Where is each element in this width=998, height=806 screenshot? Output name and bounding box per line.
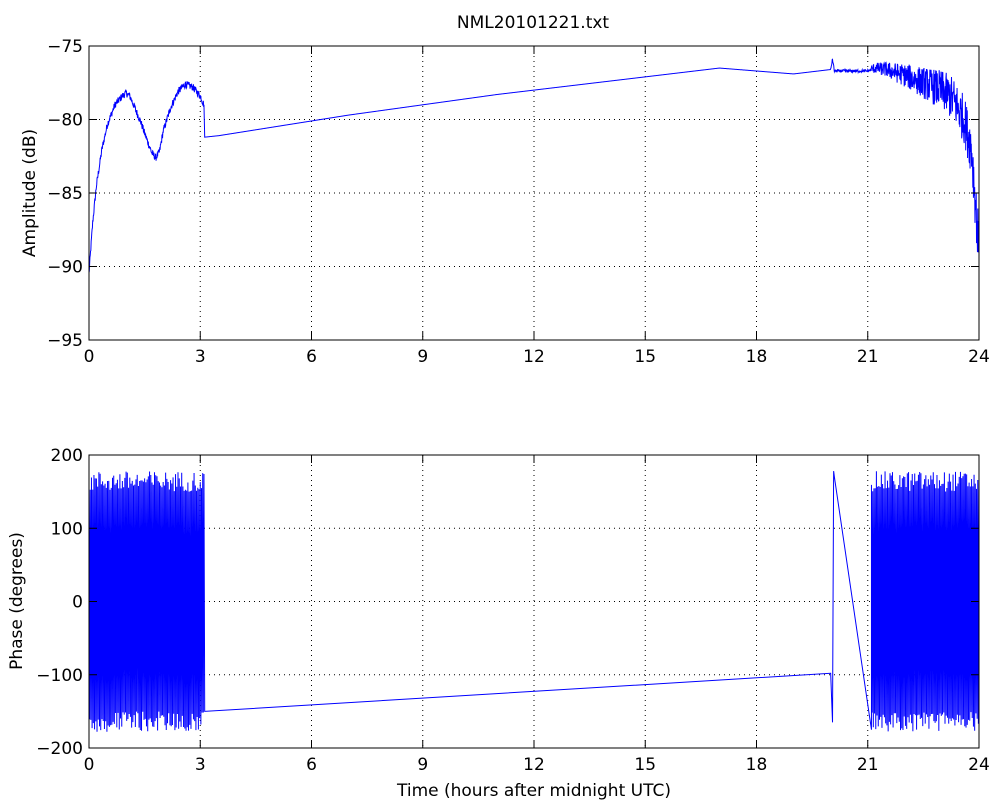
amplitude-grid xyxy=(89,46,979,340)
y-tick-label: −75 xyxy=(47,37,83,57)
amplitude-ticks: 0 3 6 9 12 15 18 21 24 −95 −90 −85 −80 −75 xyxy=(47,37,990,367)
phase-series-line xyxy=(88,471,980,732)
phase-series-group xyxy=(88,471,980,732)
y-tick-label: −80 xyxy=(47,111,83,131)
x-tick-label: 9 xyxy=(417,755,428,775)
amplitude-series-group xyxy=(88,58,980,273)
phase-ticks: 0 3 6 9 12 15 18 21 24 −200 −100 0 100 200 xyxy=(36,446,990,775)
x-tick-label: 24 xyxy=(968,347,990,367)
y-tick-label: −200 xyxy=(36,739,83,759)
phase-xlabel: Time (hours after midnight UTC) xyxy=(396,781,671,801)
x-tick-label: 18 xyxy=(746,755,768,775)
figure-title: NML20101221.txt xyxy=(457,13,610,33)
y-tick-label: −90 xyxy=(47,258,83,278)
amplitude-series-line xyxy=(88,58,980,273)
y-tick-label: −100 xyxy=(36,666,83,686)
amplitude-ylabel: Amplitude (dB) xyxy=(20,129,40,257)
y-tick-label: −85 xyxy=(47,184,83,204)
x-tick-label: 15 xyxy=(634,755,656,775)
x-tick-label: 9 xyxy=(417,347,428,367)
x-tick-label: 6 xyxy=(306,755,317,775)
amplitude-axes: 0 3 6 9 12 15 18 21 24 −95 −90 −85 −80 −75 Amplitude … xyxy=(20,37,990,367)
x-tick-label: 0 xyxy=(84,755,95,775)
x-tick-label: 21 xyxy=(857,347,879,367)
y-tick-label: 100 xyxy=(51,519,83,539)
x-tick-label: 24 xyxy=(968,755,990,775)
x-tick-label: 3 xyxy=(195,755,206,775)
x-tick-label: 15 xyxy=(634,347,656,367)
y-tick-label: 200 xyxy=(51,446,83,466)
x-tick-label: 6 xyxy=(306,347,317,367)
x-tick-label: 12 xyxy=(523,755,545,775)
y-tick-label: −95 xyxy=(47,331,83,351)
phase-axes: 0 3 6 9 12 15 18 21 24 −200 −100 0 100 200 Phase (deg… xyxy=(7,446,990,801)
x-tick-label: 21 xyxy=(857,755,879,775)
x-tick-label: 3 xyxy=(195,347,206,367)
y-tick-label: 0 xyxy=(72,593,83,613)
x-tick-label: 0 xyxy=(84,347,95,367)
x-tick-label: 18 xyxy=(746,347,768,367)
x-tick-label: 12 xyxy=(523,347,545,367)
phase-ylabel: Phase (degrees) xyxy=(7,532,27,670)
phase-grid xyxy=(89,455,979,748)
